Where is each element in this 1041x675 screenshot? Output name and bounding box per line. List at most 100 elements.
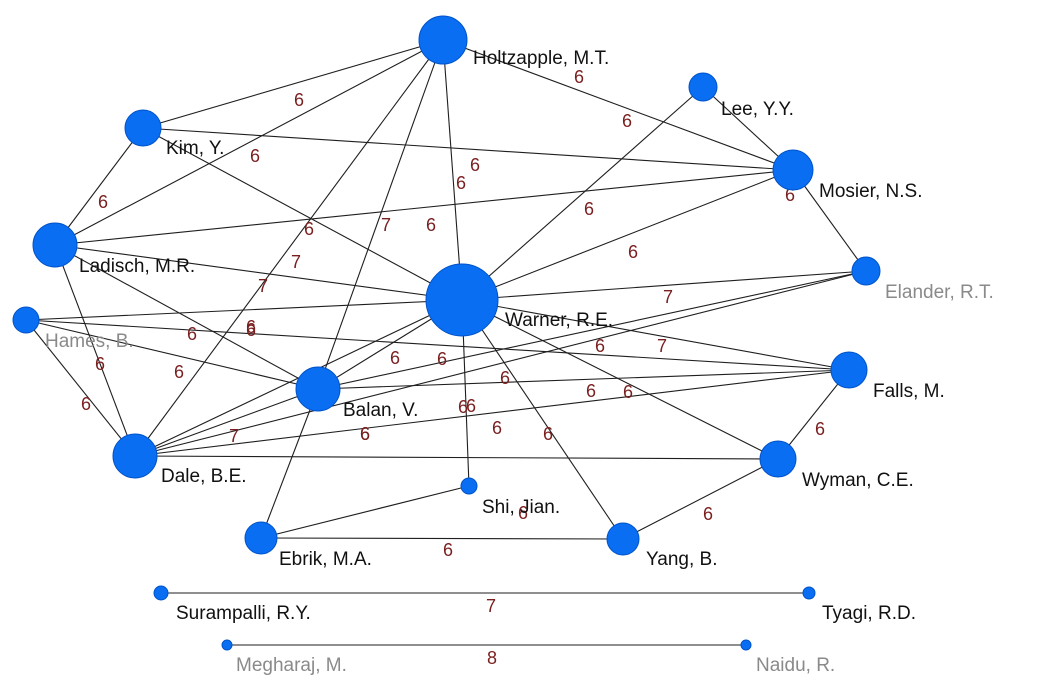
node-label-dale: Dale, B.E. [161, 466, 247, 487]
edge-weight-label: 6 [426, 215, 436, 235]
edge-weight-label: 6 [470, 155, 480, 175]
node-label-yang: Yang, B. [646, 549, 717, 570]
edge-weight-label: 6 [246, 317, 256, 337]
edge-holtzapple-ladisch [54, 39, 444, 246]
node-wyman[interactable] [759, 440, 797, 478]
edge-balan-dale [134, 388, 319, 457]
node-label-elander: Elander, R.T. [885, 282, 994, 303]
edge-weight-label: 6 [174, 362, 184, 382]
node-shi[interactable] [460, 477, 478, 495]
edge-weight-label: 6 [543, 424, 553, 444]
node-label-lee: Lee, Y.Y. [721, 99, 794, 120]
edge-weight-label: 6 [360, 424, 370, 444]
edge-holtzapple-kim [142, 39, 444, 129]
node-elander[interactable] [851, 256, 881, 286]
edge-weight-label: 6 [586, 381, 596, 401]
edge-wyman-dale [134, 455, 779, 460]
edge-ladisch-mosier [54, 169, 794, 246]
node-ebrik[interactable] [244, 521, 278, 555]
edge-weight-label: 6 [703, 504, 713, 524]
node-lee[interactable] [688, 72, 718, 102]
edge-ladisch-balan [54, 244, 319, 390]
edge-weight-label: 6 [187, 324, 197, 344]
node-dale[interactable] [112, 433, 158, 479]
edge-weight-label: 6 [458, 397, 468, 417]
node-mosier[interactable] [772, 149, 814, 191]
edge-weight-label: 6 [622, 111, 632, 131]
edge-falls-warner [461, 299, 850, 371]
edge-weight-label: 6 [815, 419, 825, 439]
node-balan[interactable] [295, 366, 341, 412]
node-label-wyman: Wyman, C.E. [802, 470, 914, 491]
edge-weight-label: 7 [663, 287, 673, 307]
edge-hames-falls [25, 319, 850, 371]
edge-weight-label: 6 [518, 503, 528, 523]
edge-ebrik-shi [260, 485, 470, 539]
node-surampalli[interactable] [153, 585, 169, 601]
edge-weight-label: 7 [657, 336, 667, 356]
edge-weight-label: 6 [246, 320, 256, 340]
node-label-balan: Balan, V. [343, 400, 418, 421]
node-label-mosier: Mosier, N.S. [819, 181, 922, 202]
edge-weight-label: 6 [360, 424, 370, 444]
node-label-megharaj: Megharaj, M. [236, 655, 347, 675]
edge-weight-label: 6 [98, 192, 108, 212]
edge-weight-label: 6 [95, 354, 105, 374]
edge-wyman-yang [622, 458, 779, 540]
edge-holtzapple-dale [134, 39, 444, 457]
edge-weight-label: 6 [574, 67, 584, 87]
node-falls[interactable] [830, 351, 868, 389]
node-label-hames: Hames, B. [45, 331, 134, 352]
node-label-naidu: Naidu, R. [756, 655, 835, 675]
edges-layer [25, 39, 867, 646]
edge-falls-balan [317, 369, 850, 390]
node-label-warner: Warner, R.E. [505, 310, 613, 331]
edge-kim-ladisch [54, 127, 144, 246]
edge-warner-wyman [461, 299, 779, 460]
node-hames[interactable] [12, 306, 40, 334]
edge-weight-label: 7 [291, 252, 301, 272]
edge-weight-label: 6 [492, 418, 502, 438]
node-labels-layer: Holtzapple, M.T. Lee, Y.Y. Kim, Y. Mosier, … [45, 48, 994, 675]
edge-mosier-warner [461, 169, 794, 301]
edge-balan-ebrik [260, 388, 319, 539]
node-holtzapple[interactable] [418, 15, 468, 65]
node-yang[interactable] [606, 522, 640, 556]
node-kim[interactable] [124, 109, 162, 147]
edge-weight-label: 6 [81, 394, 91, 414]
node-label-shi: Shi, Jian. [482, 497, 560, 518]
edge-elander-balan [317, 270, 867, 390]
edge-holtzapple-mosier [442, 39, 794, 171]
node-tyagi[interactable] [802, 586, 816, 600]
node-label-tyagi: Tyagi, R.D. [822, 603, 916, 624]
node-megharaj[interactable] [221, 639, 233, 651]
node-label-ladisch: Ladisch, M.R. [79, 256, 195, 277]
edge-weight-label: 6 [437, 349, 447, 369]
edge-weight-label: 6 [443, 540, 453, 560]
node-ladisch[interactable] [32, 222, 78, 268]
edge-weight-label: 6 [250, 146, 260, 166]
node-label-kim: Kim, Y. [166, 138, 224, 159]
node-label-falls: Falls, M. [873, 381, 945, 402]
edge-weight-label: 7 [258, 276, 268, 296]
node-warner[interactable] [425, 263, 499, 337]
edge-weight-label: 8 [487, 648, 497, 668]
node-naidu[interactable] [740, 639, 752, 651]
edge-hames-balan [25, 319, 319, 390]
node-label-ebrik: Ebrik, M.A. [279, 549, 372, 570]
edge-weight-label: 7 [229, 426, 239, 446]
edge-ladisch-dale [54, 244, 136, 457]
edge-weight-label: 6 [390, 348, 400, 368]
edge-mosier-elander [792, 169, 867, 272]
edge-weight-label: 6 [785, 185, 795, 205]
edge-weight-label: 6 [500, 368, 510, 388]
edge-weight-label: 6 [595, 336, 605, 356]
edge-weight-label: 7 [381, 215, 391, 235]
edge-kim-mosier [142, 127, 794, 171]
edge-weight-label: 6 [304, 219, 314, 239]
edge-weight-label: 6 [623, 382, 633, 402]
edge-elander-dale [134, 270, 867, 457]
edge-holtzapple-warner [442, 39, 463, 301]
edge-weight-label: 6 [456, 173, 466, 193]
